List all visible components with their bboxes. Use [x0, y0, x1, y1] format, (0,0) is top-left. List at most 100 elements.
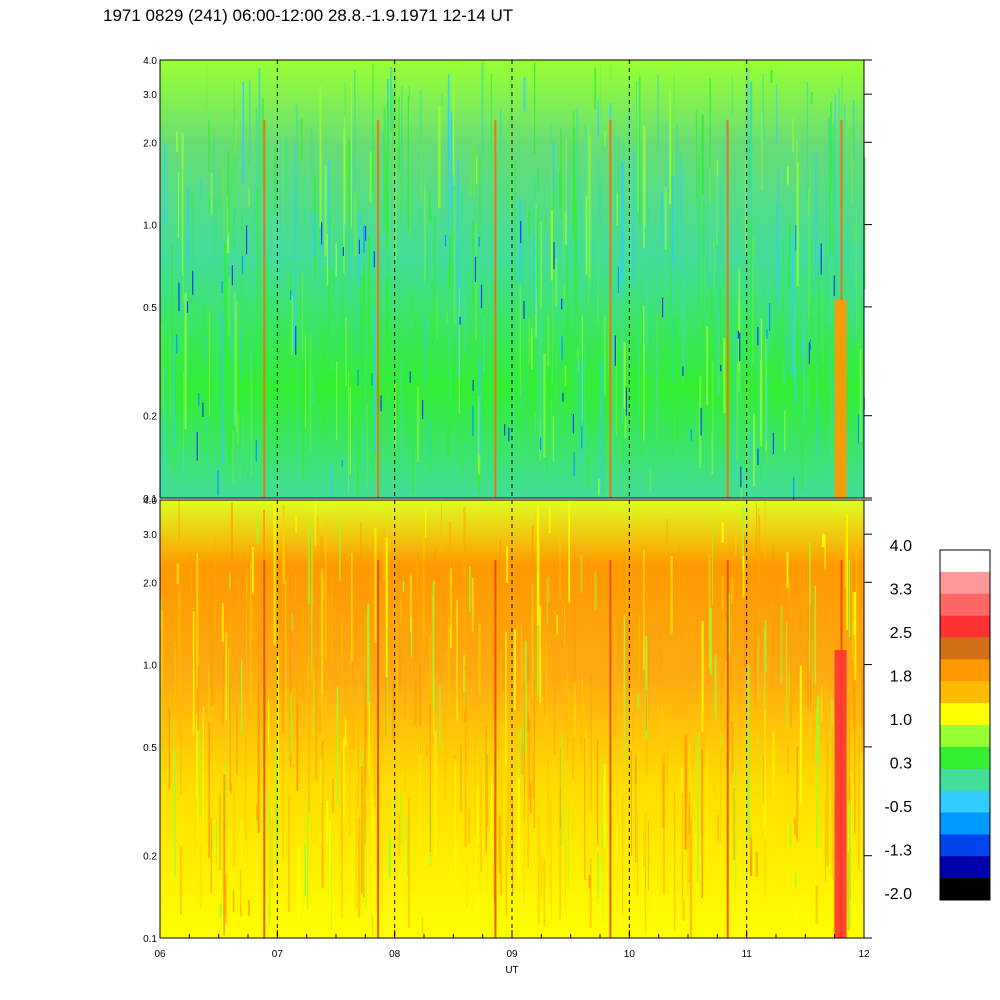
heatmap-streak — [661, 706, 663, 828]
heatmap-streak — [676, 384, 679, 441]
heatmap-streak — [409, 188, 412, 236]
heatmap-streak — [559, 531, 561, 599]
y-tick-label: 4.0 — [143, 56, 157, 67]
heatmap-streak — [573, 128, 576, 233]
heatmap-fleck — [523, 301, 525, 319]
heatmap-streak — [214, 536, 216, 632]
heatmap-streak — [519, 286, 521, 397]
heatmap-streak — [590, 677, 592, 812]
heatmap-streak — [346, 154, 348, 174]
heatmap-streak — [661, 752, 664, 787]
heatmap-streak — [623, 615, 625, 761]
heatmap-streak — [425, 508, 427, 538]
heatmap-streak — [624, 392, 627, 439]
heatmap-streak — [237, 413, 239, 446]
heatmap-streak — [429, 704, 431, 853]
heatmap-streak — [460, 743, 462, 812]
heatmap-streak — [539, 605, 541, 704]
colorbar-swatch — [940, 878, 990, 901]
heatmap-streak — [161, 681, 163, 742]
heatmap-streak — [783, 250, 786, 385]
heatmap-streak — [240, 569, 242, 603]
heatmap-streak — [524, 640, 527, 755]
heatmap-streak — [539, 307, 541, 413]
heatmap-streak — [612, 563, 614, 604]
heatmap-streak — [508, 779, 510, 853]
heatmap-streak — [256, 804, 258, 820]
heatmap-streak — [738, 363, 740, 456]
heatmap-streak — [169, 331, 171, 419]
heatmap-streak — [300, 117, 303, 161]
heatmap-fleck — [581, 426, 583, 449]
heatmap-streak — [276, 666, 277, 692]
heatmap-streak — [172, 354, 174, 491]
heatmap-streak — [776, 202, 778, 303]
heatmap-streak — [626, 529, 628, 620]
heatmap-streak — [341, 614, 343, 741]
heatmap-streak — [352, 662, 354, 681]
heatmap-fleck — [833, 275, 835, 297]
heatmap-streak — [285, 136, 288, 227]
heatmap-streak — [859, 348, 862, 443]
heatmap-streak — [749, 215, 752, 354]
heatmap-fleck — [700, 407, 702, 436]
heatmap-streak — [814, 585, 817, 685]
heatmap-streak — [676, 153, 677, 170]
colorbar-swatch — [940, 856, 990, 879]
heatmap-streak — [192, 390, 194, 414]
event-streak — [609, 120, 612, 498]
heatmap-streak — [168, 708, 171, 790]
heatmap-streak — [499, 108, 502, 154]
heatmap-streak — [646, 205, 649, 346]
heatmap-streak — [597, 852, 599, 898]
heatmap-streak — [513, 629, 517, 710]
x-tick-label: 09 — [506, 949, 518, 960]
heatmap-streak — [322, 331, 325, 430]
heatmap-streak — [255, 107, 258, 220]
heatmap-streak — [386, 627, 388, 737]
heatmap-streak — [758, 515, 761, 663]
x-tick-label: 12 — [858, 949, 870, 960]
y-tick-label: 0.5 — [143, 743, 157, 754]
heatmap-streak — [184, 292, 187, 429]
heatmap-streak — [183, 449, 186, 473]
heatmap-streak — [307, 324, 308, 348]
heatmap-streak — [713, 778, 716, 799]
heatmap-streak — [616, 192, 619, 226]
heatmap-streak — [788, 583, 790, 600]
heatmap-streak — [517, 778, 520, 876]
heatmap-streak — [476, 787, 479, 918]
heatmap-streak — [623, 342, 626, 409]
heatmap-streak — [737, 212, 739, 296]
heatmap-streak — [669, 260, 672, 315]
heatmap-streak — [747, 738, 750, 840]
heatmap-streak — [463, 654, 466, 692]
heatmap-streak — [274, 144, 277, 212]
heatmap-streak — [313, 176, 317, 279]
heatmap-streak — [823, 297, 825, 355]
colorbar-swatch — [940, 593, 990, 616]
heatmap-streak — [706, 326, 709, 405]
heatmap-streak — [464, 227, 467, 352]
heatmap-streak — [358, 817, 361, 918]
heatmap-streak — [644, 857, 646, 888]
colorbar-swatch — [940, 550, 990, 573]
heatmap-streak — [296, 704, 299, 791]
heatmap-fleck — [176, 334, 178, 354]
heatmap-streak — [399, 652, 401, 687]
heatmap-streak — [189, 552, 191, 606]
heatmap-streak — [748, 205, 750, 299]
heatmap-streak — [540, 852, 543, 899]
heatmap-streak — [778, 166, 779, 310]
heatmap-streak — [319, 759, 323, 803]
heatmap-streak — [810, 238, 813, 334]
heatmap-streak — [520, 625, 523, 688]
heatmap-streak — [316, 514, 319, 617]
heatmap-fleck — [217, 470, 219, 496]
heatmap-streak — [461, 422, 463, 486]
colorbar-label: 1.8 — [890, 669, 912, 686]
heatmap-streak — [338, 522, 341, 582]
heatmap-streak — [810, 604, 812, 713]
heatmap-streak — [811, 227, 813, 243]
heatmap-streak — [342, 737, 345, 823]
